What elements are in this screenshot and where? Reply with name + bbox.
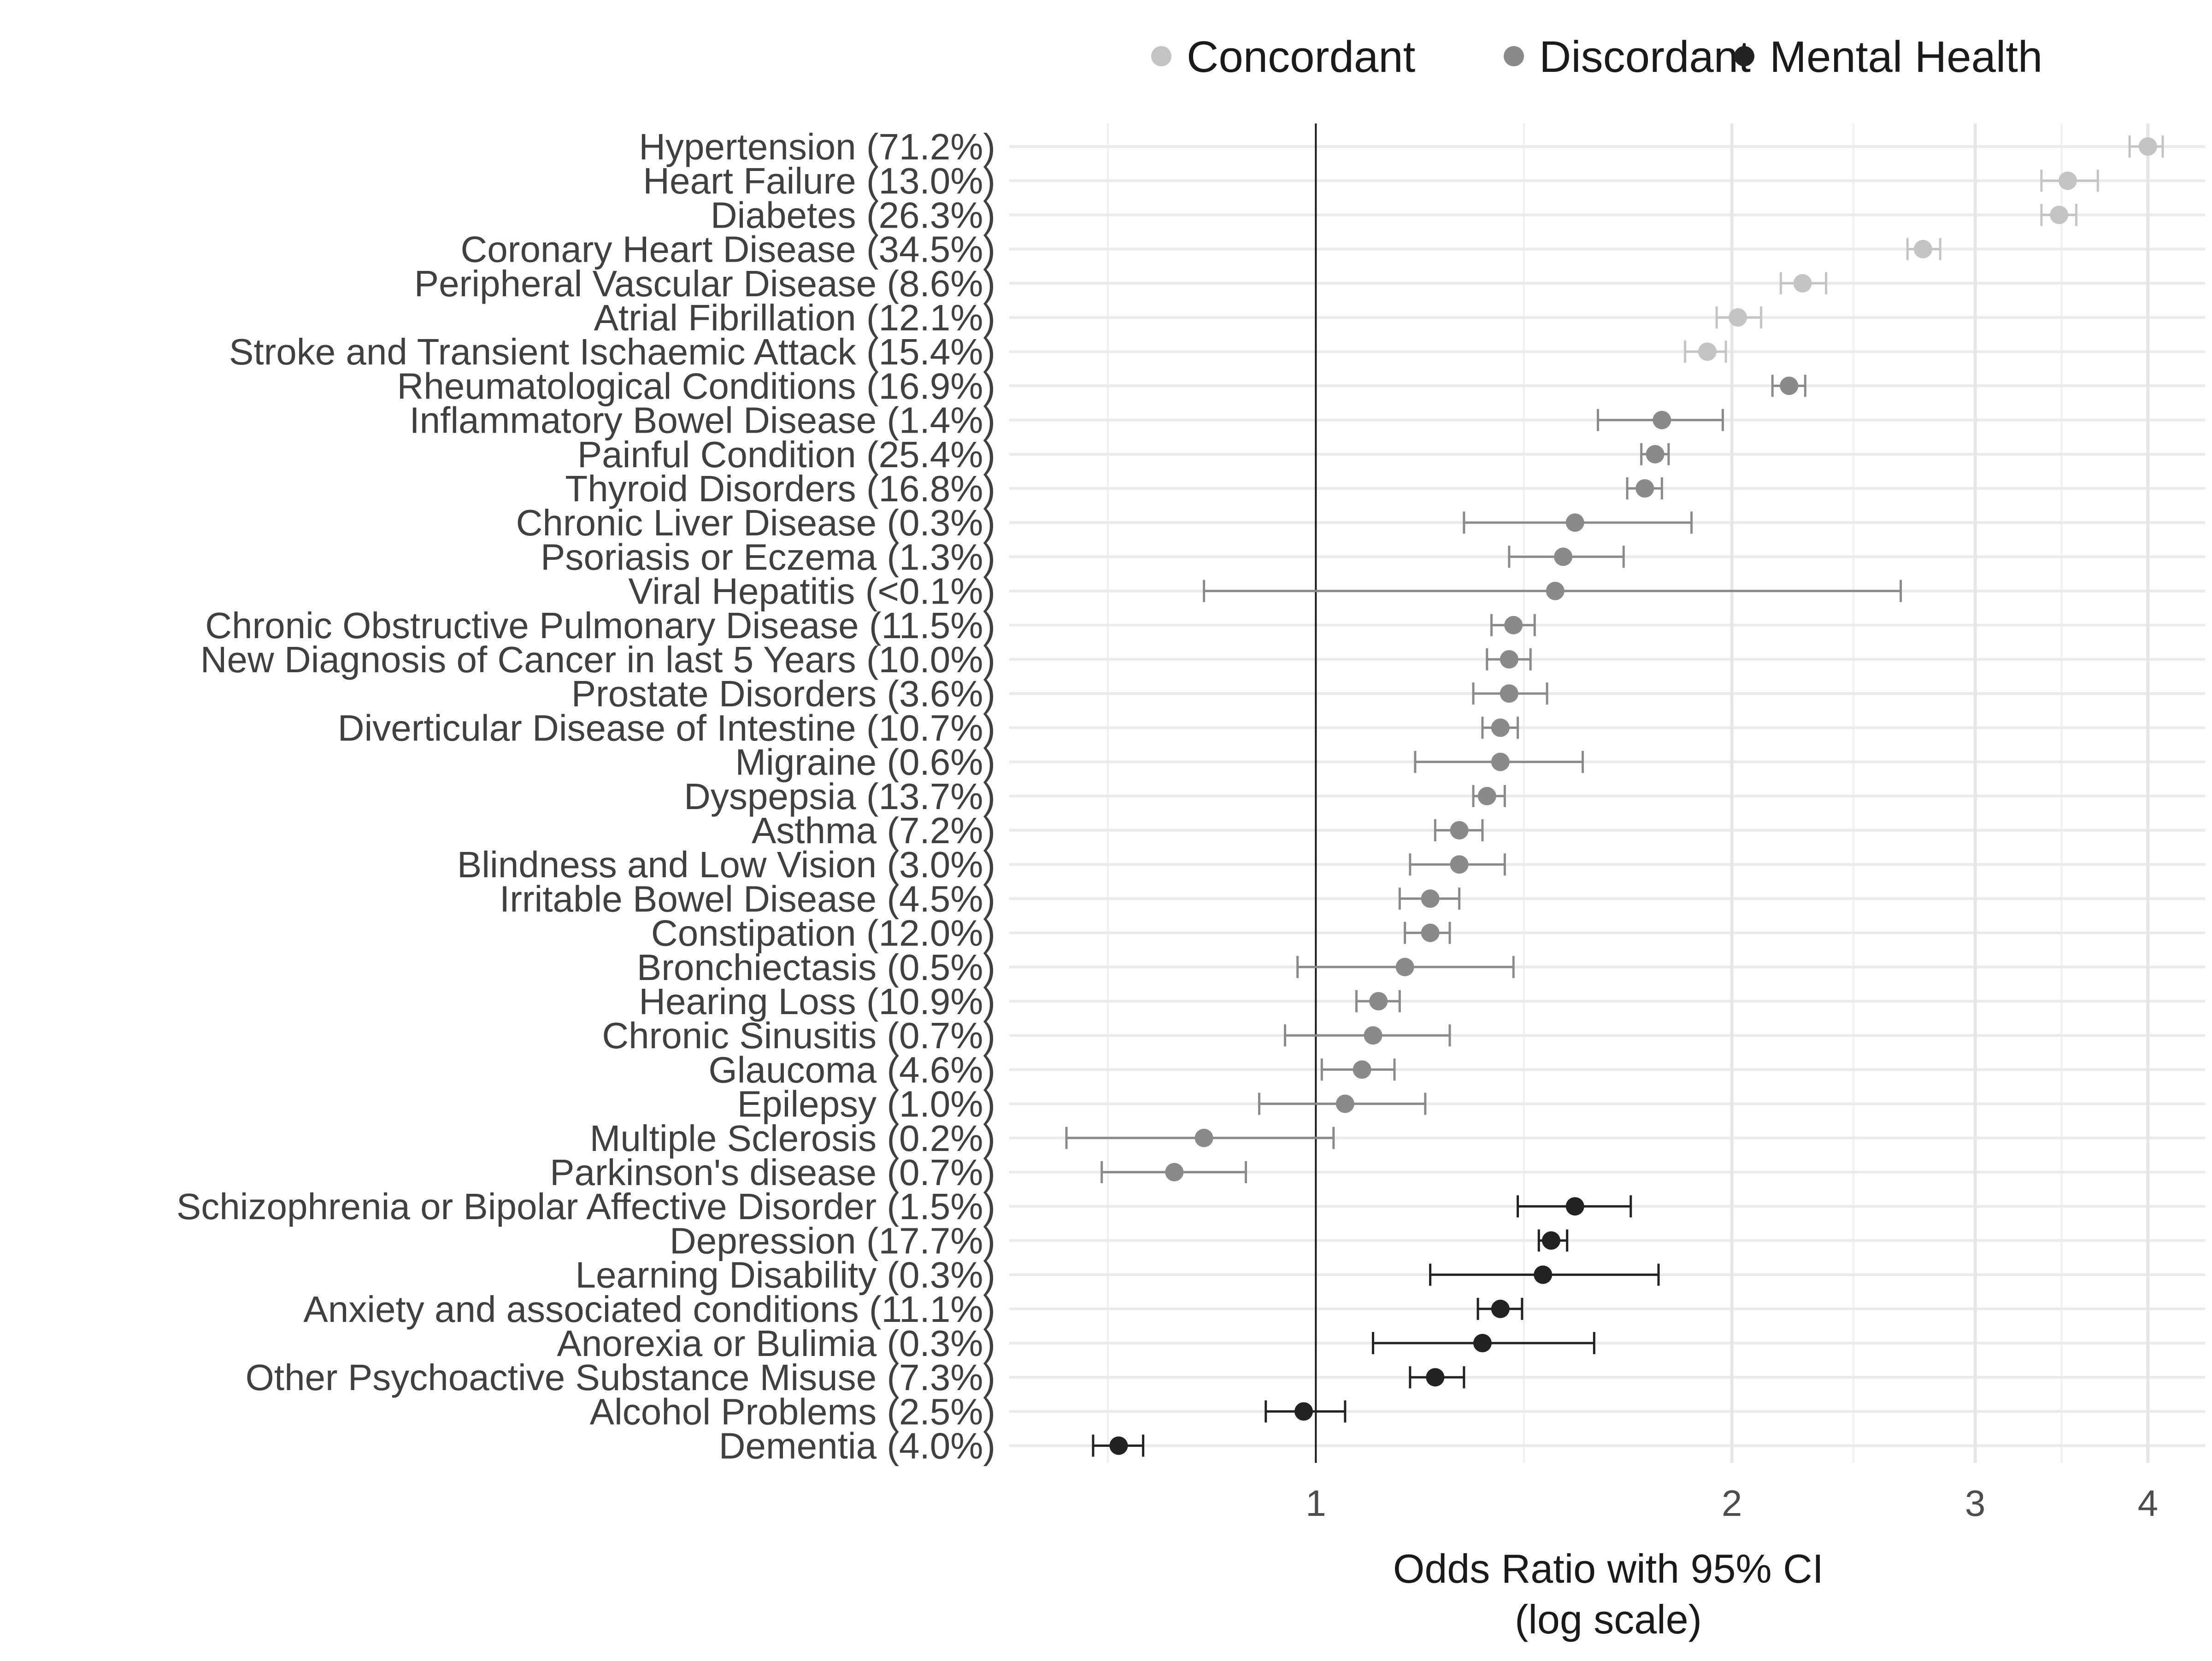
point-estimate [1546,581,1565,600]
row-labels: Hypertension (71.2%)Heart Failure (13.0%… [176,126,995,1467]
row-label: Chronic Sinusitis (0.7%) [602,1015,995,1056]
point-estimate [1491,752,1510,771]
row-label: Prostate Disorders (3.6%) [571,673,995,714]
point-estimate [1194,1128,1213,1147]
point-estimate [1541,1231,1560,1250]
point-estimate [1491,1299,1510,1318]
point-estimate [1554,547,1573,566]
row-label: Other Psychoactive Substance Misuse (7.3… [246,1357,995,1398]
point-estimate [1500,684,1518,703]
point-estimate [1635,479,1654,498]
x-axis-title-line-1: Odds Ratio with 95% CI [1393,1546,1824,1591]
point-estimate [1109,1436,1128,1455]
row-label: Stroke and Transient Ischaemic Attack (1… [229,331,995,372]
legend-label: Concordant [1187,32,1415,82]
point-estimates [1109,137,2157,1455]
row-label: Constipation (12.0%) [651,913,995,954]
row-label: Dementia (4.0%) [719,1426,995,1467]
x-tick-label: 4 [2138,1483,2159,1524]
x-axis-ticks: 1 2 3 4 [1306,1483,2158,1524]
point-estimate [1646,445,1665,464]
point-estimate [1729,308,1747,327]
row-label: Hearing Loss (10.9%) [639,981,995,1022]
row-label: Depression (17.7%) [670,1220,995,1261]
legend-key-mental-health [1734,46,1754,66]
legend-label: Discordant [1539,32,1751,82]
row-label: Glaucoma (4.6%) [709,1049,995,1090]
point-estimate [1369,992,1388,1010]
point-estimate [1335,1094,1354,1113]
row-label: Bronchiectasis (0.5%) [637,947,995,988]
point-estimate [1426,1368,1445,1387]
legend-label: Mental Health [1770,32,2042,82]
point-estimate [1477,786,1496,805]
point-estimate [1364,1026,1382,1045]
point-estimate [1421,923,1440,942]
legend-key-concordant [1151,46,1171,66]
point-estimate [2050,205,2069,224]
row-label: Rheumatological Conditions (16.9%) [397,365,995,406]
point-estimate [1294,1402,1313,1421]
point-estimate [1395,957,1414,976]
x-tick-label: 3 [1965,1483,1986,1524]
row-label: Epilepsy (1.0%) [737,1084,995,1125]
point-estimate [1491,718,1510,737]
row-label: Asthma (7.2%) [752,810,995,851]
row-label: Painful Condition (25.4%) [577,434,995,475]
row-label: Chronic Liver Disease (0.3%) [516,502,995,543]
row-label: Anorexia or Bulimia (0.3%) [557,1323,995,1364]
point-estimate [1421,889,1440,908]
row-label: Peripheral Vascular Disease (8.6%) [414,263,995,304]
row-label: Blindness and Low Vision (3.0%) [457,844,995,885]
row-label: Diabetes (26.3%) [711,194,995,235]
gridlines [1009,123,2205,1463]
row-label: Migraine (0.6%) [735,742,995,783]
row-label: Dyspepsia (13.7%) [684,776,995,817]
legend: Concordant Discordant Mental Health [1151,32,2042,82]
point-estimate [2138,137,2157,156]
legend-key-discordant [1504,46,1524,66]
point-estimate [1913,240,1932,258]
point-estimate [1780,376,1799,395]
point-estimate [1793,274,1812,293]
row-label: Chronic Obstructive Pulmonary Disease (1… [205,605,995,646]
point-estimate [1165,1163,1184,1181]
row-label: Multiple Sclerosis (0.2%) [590,1118,995,1159]
row-label: Thyroid Disorders (16.8%) [565,468,995,509]
row-label: Atrial Fibrillation (12.1%) [594,297,995,338]
point-estimate [1565,513,1584,532]
row-label: Anxiety and associated conditions (11.1%… [303,1289,995,1330]
point-estimate [1504,616,1523,634]
x-tick-label: 2 [1722,1483,1742,1524]
point-estimate [1698,342,1717,361]
point-estimate [1565,1197,1584,1216]
row-label: Diverticular Disease of Intestine (10.7%… [338,707,995,748]
point-estimate [1450,821,1469,839]
row-label: Viral Hepatitis (<0.1%) [628,571,995,612]
point-estimate [1534,1265,1553,1284]
row-label: Psoriasis or Eczema (1.3%) [541,536,995,577]
row-label: Inflammatory Bowel Disease (1.4%) [409,400,995,441]
row-label: Parkinson's disease (0.7%) [550,1152,995,1193]
point-estimate [1450,855,1469,874]
x-axis-title-line-2: (log scale) [1515,1596,1702,1642]
point-estimate [1653,411,1671,429]
row-label: Schizophrenia or Bipolar Affective Disor… [176,1186,995,1227]
point-estimate [1500,650,1518,669]
row-label: Learning Disability (0.3%) [575,1255,995,1296]
row-label: Heart Failure (13.0%) [643,160,995,201]
row-label: Hypertension (71.2%) [639,126,995,167]
point-estimate [1353,1060,1371,1079]
row-label: Coronary Heart Disease (34.5%) [461,229,995,270]
point-estimate [1473,1334,1492,1352]
row-label: Alcohol Problems (2.5%) [590,1391,995,1432]
row-label: New Diagnosis of Cancer in last 5 Years … [200,639,995,680]
row-label: Irritable Bowel Disease (4.5%) [500,878,995,919]
point-estimate [2058,171,2077,190]
x-tick-label: 1 [1306,1483,1326,1524]
